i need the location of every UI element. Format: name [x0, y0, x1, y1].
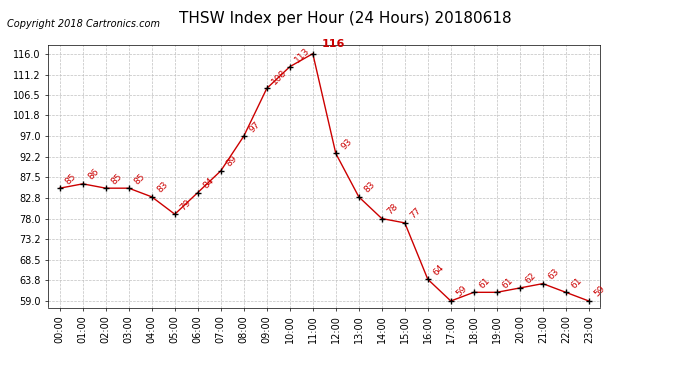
Text: 59: 59 [454, 284, 469, 299]
Text: THSW Index per Hour (24 Hours) 20180618: THSW Index per Hour (24 Hours) 20180618 [179, 11, 511, 26]
Text: 61: 61 [569, 276, 584, 290]
Text: 83: 83 [155, 180, 170, 195]
Text: 61: 61 [477, 276, 492, 290]
Text: 62: 62 [523, 272, 538, 286]
Text: 61: 61 [500, 276, 515, 290]
Text: 78: 78 [385, 202, 400, 216]
Text: 83: 83 [362, 180, 377, 195]
Text: 84: 84 [201, 176, 216, 190]
Text: 77: 77 [408, 206, 423, 221]
Text: 86: 86 [86, 167, 101, 182]
Text: THSW  (°F): THSW (°F) [603, 26, 656, 36]
Text: 89: 89 [224, 154, 239, 169]
Text: 64: 64 [431, 263, 446, 277]
Text: 116: 116 [322, 39, 346, 50]
Text: 85: 85 [109, 171, 124, 186]
Text: 108: 108 [270, 68, 289, 86]
Text: Copyright 2018 Cartronics.com: Copyright 2018 Cartronics.com [7, 19, 160, 29]
Text: 113: 113 [293, 46, 312, 64]
Text: 93: 93 [339, 137, 354, 151]
Text: 85: 85 [63, 171, 78, 186]
Text: 63: 63 [546, 267, 561, 282]
Text: 97: 97 [247, 120, 262, 134]
Text: 59: 59 [592, 284, 607, 299]
Text: 79: 79 [178, 198, 193, 212]
Text: 85: 85 [132, 171, 147, 186]
